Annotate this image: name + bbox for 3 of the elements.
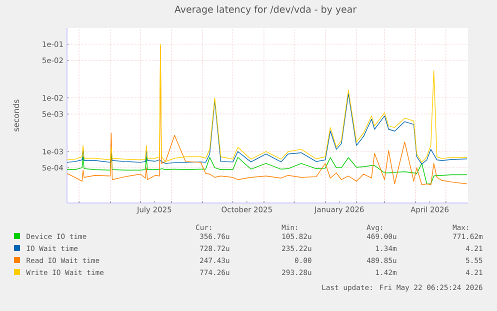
- line-series: [67, 44, 468, 163]
- line-series: [67, 93, 468, 165]
- chart-title: Average latency for /dev/vda - by year: [174, 6, 357, 15]
